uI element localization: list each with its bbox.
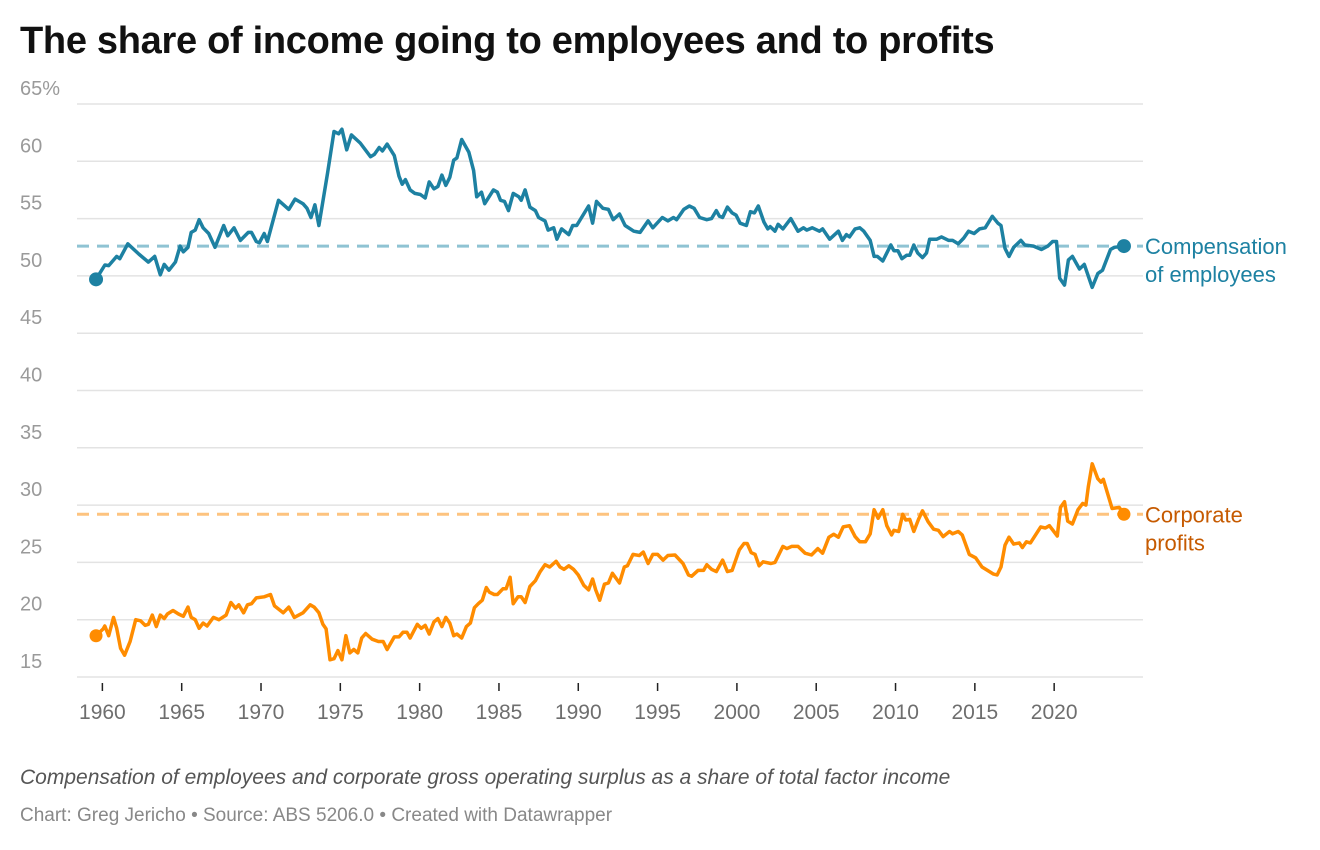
- x-tick-label: 2005: [793, 701, 840, 724]
- employees-series-label: of employees: [1145, 262, 1276, 287]
- profits-series-label: profits: [1145, 530, 1205, 555]
- x-tick-label: 1975: [317, 701, 364, 724]
- x-tick-label: 1995: [634, 701, 681, 724]
- y-tick-label: 35: [20, 422, 42, 444]
- y-tick-label: 65%: [20, 78, 60, 100]
- y-tick-label: 45: [20, 307, 42, 329]
- y-tick-label: 20: [20, 594, 42, 616]
- profits-series-label: Corporate: [1145, 502, 1243, 527]
- profits-start-point: [89, 629, 103, 643]
- x-tick-label: 2010: [872, 701, 919, 724]
- y-tick-label: 25: [20, 536, 42, 558]
- employees-series-label: Compensation: [1145, 234, 1287, 259]
- y-tick-label: 55: [20, 193, 42, 215]
- x-tick-label: 1965: [158, 701, 205, 724]
- chart-subtitle: Compensation of employees and corporate …: [20, 766, 951, 789]
- y-tick-label: 50: [20, 250, 42, 272]
- employees-start-point: [89, 272, 104, 287]
- y-tick-label: 30: [20, 479, 42, 501]
- chart-title: The share of income going to employees a…: [20, 20, 995, 62]
- employees-end-point: [1116, 239, 1131, 254]
- x-tick-label: 1960: [79, 701, 126, 724]
- y-tick-label: 60: [20, 135, 42, 157]
- x-tick-label: 1980: [396, 701, 443, 724]
- x-tick-label: 1985: [476, 701, 523, 724]
- y-tick-label: 15: [20, 651, 42, 673]
- x-tick-label: 1990: [555, 701, 602, 724]
- x-tick-label: 2020: [1031, 701, 1078, 724]
- x-tick-label: 2015: [951, 701, 998, 724]
- x-tick-label: 2000: [714, 701, 761, 724]
- chart-credit: Chart: Greg Jericho • Source: ABS 5206.0…: [20, 805, 613, 826]
- profits-end-point: [1117, 507, 1131, 521]
- employees-series-line: [94, 127, 1125, 290]
- x-tick-label: 1970: [238, 701, 285, 724]
- y-tick-label: 40: [20, 365, 42, 387]
- profits-series-line: [94, 462, 1126, 662]
